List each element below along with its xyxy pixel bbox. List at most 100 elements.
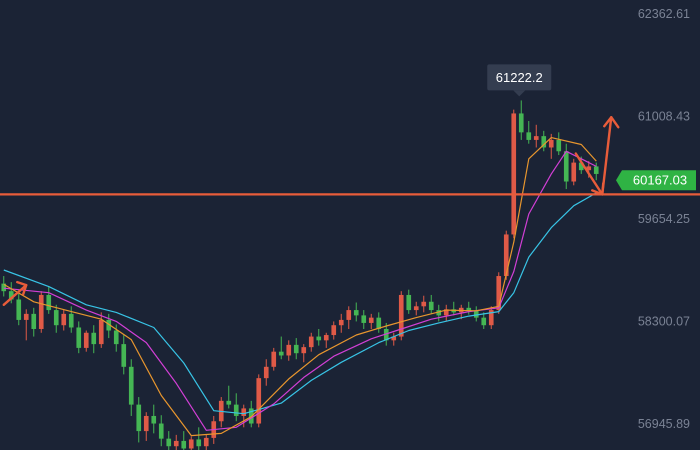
candle-body <box>166 438 172 447</box>
tooltip-pointer <box>513 90 526 97</box>
trend-annotations <box>2 116 620 306</box>
current-price-label: 60167.03 <box>633 173 687 188</box>
candle-body <box>571 162 577 182</box>
candle <box>46 286 52 314</box>
candle <box>23 309 29 341</box>
candle <box>481 312 487 329</box>
candle <box>16 292 22 326</box>
candle-body <box>338 319 344 326</box>
candle-body <box>46 294 52 311</box>
candle <box>488 306 494 329</box>
candle-body <box>106 319 112 331</box>
moving-averages <box>3 137 597 437</box>
candle <box>526 121 532 144</box>
candle <box>121 335 127 375</box>
candle-body <box>488 310 494 326</box>
candlesticks <box>1 100 599 450</box>
candle-body <box>421 301 427 307</box>
y-tick-label: 56945.89 <box>638 417 690 431</box>
candle-body <box>196 439 202 447</box>
candle <box>76 321 82 354</box>
candle <box>421 295 427 313</box>
candle-body <box>121 344 127 367</box>
left-arrow-head <box>16 280 28 296</box>
candle-body <box>158 423 164 439</box>
candle <box>308 332 314 352</box>
y-tick-label: 62362.61 <box>638 7 690 21</box>
candle <box>241 404 247 428</box>
candle-body <box>151 415 157 424</box>
candle-body <box>466 307 472 311</box>
candle-body <box>263 366 269 379</box>
ma-orange-line <box>3 137 597 437</box>
candle <box>346 306 352 329</box>
candle <box>233 393 239 422</box>
candle-body <box>353 310 359 316</box>
candle <box>563 143 569 190</box>
candle <box>593 162 599 181</box>
candle-body <box>91 332 97 345</box>
tooltip-box <box>487 64 552 91</box>
candle <box>278 336 284 360</box>
candle-body <box>526 132 532 140</box>
candle <box>151 404 157 434</box>
candle-body <box>136 404 142 432</box>
candle <box>91 325 97 354</box>
candle-body <box>496 276 502 311</box>
candle-body <box>143 415 149 432</box>
candle <box>443 304 449 322</box>
candle <box>166 431 172 450</box>
candle <box>196 427 202 450</box>
candle <box>286 340 292 361</box>
candle <box>143 412 149 441</box>
candle <box>271 347 277 371</box>
candle <box>316 328 322 346</box>
candle-body <box>481 317 487 326</box>
candle-body <box>203 437 209 447</box>
candle <box>451 301 457 316</box>
candle-body <box>173 440 179 447</box>
candle <box>473 306 479 322</box>
candle-body <box>31 313 37 329</box>
candle-body <box>271 351 277 367</box>
candle-body <box>361 315 367 323</box>
candle-body <box>316 336 322 341</box>
up-arrow-head <box>603 116 620 129</box>
candle <box>136 397 142 443</box>
candle <box>68 306 74 333</box>
candle-body <box>548 139 554 148</box>
y-tick-label: 61008.43 <box>638 110 690 124</box>
candle <box>203 434 209 450</box>
candle-body <box>383 328 389 341</box>
candle-body <box>556 139 562 152</box>
candle <box>293 338 299 360</box>
candle-body <box>436 310 442 316</box>
candle <box>533 124 539 148</box>
candle-body <box>16 299 22 320</box>
candle <box>376 312 382 333</box>
candle-body <box>301 347 307 354</box>
candle-body <box>323 335 329 341</box>
candle-body <box>593 166 599 174</box>
candle-body <box>256 378 262 424</box>
candle <box>106 313 112 339</box>
candle-body <box>541 136 547 148</box>
candle-body <box>398 294 404 337</box>
candle <box>556 132 562 156</box>
candle-body <box>53 310 59 326</box>
y-axis-ticks: 62362.61 61008.43 59654.25 58300.07 56945.89 <box>638 7 690 431</box>
candle-body <box>293 344 299 354</box>
candle-body <box>278 351 284 356</box>
candle <box>413 301 419 316</box>
candle-body <box>23 313 29 320</box>
candle-body <box>443 309 449 316</box>
candle-body <box>563 151 569 182</box>
down-arrow-shaft <box>574 152 604 196</box>
candle-body <box>368 317 374 323</box>
candle-body <box>413 306 419 311</box>
candle <box>98 312 104 348</box>
candle-body <box>503 234 509 277</box>
candle <box>436 304 442 322</box>
